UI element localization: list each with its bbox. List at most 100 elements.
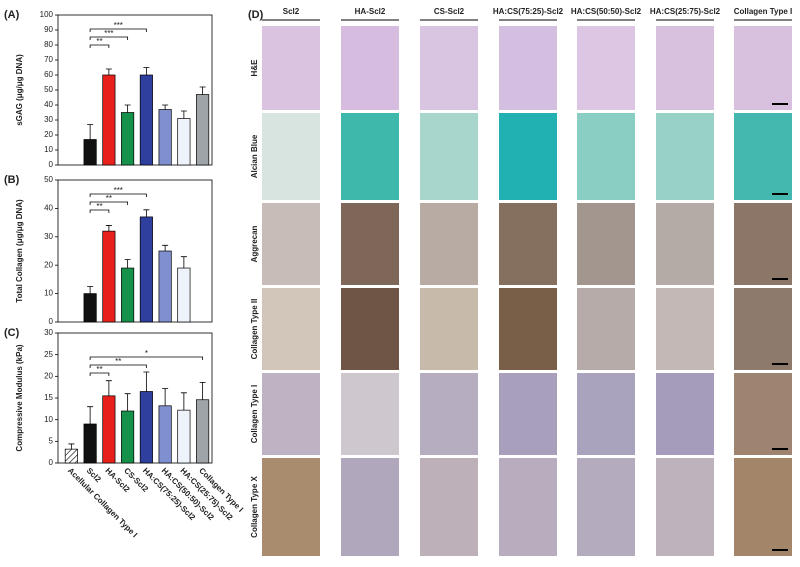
histology-image bbox=[420, 373, 478, 455]
significance-bracket bbox=[89, 44, 110, 48]
row-label: Aggrecan bbox=[250, 225, 259, 262]
bar bbox=[196, 94, 210, 166]
histology-image bbox=[262, 288, 320, 370]
y-tick-label: 50 bbox=[44, 85, 53, 94]
error-bar bbox=[87, 286, 94, 294]
histology-image bbox=[656, 373, 714, 455]
histology-image bbox=[499, 288, 557, 370]
histology-image bbox=[577, 113, 635, 200]
y-tick-label: 40 bbox=[44, 100, 53, 109]
y-tick-label: 20 bbox=[44, 371, 53, 380]
y-tick-label: 30 bbox=[44, 232, 53, 241]
column-header: HA:CS(75:25)-Scl2 bbox=[493, 7, 564, 16]
error-bar bbox=[105, 225, 112, 232]
y-tick-label: 15 bbox=[44, 393, 53, 402]
row-label: Collagen Type I bbox=[250, 385, 259, 444]
histology-image bbox=[734, 458, 792, 556]
bar bbox=[177, 409, 191, 464]
row-label: Collagen Type X bbox=[250, 476, 259, 538]
bar bbox=[121, 267, 135, 323]
histology-image bbox=[341, 203, 399, 285]
y-tick-label: 90 bbox=[44, 25, 53, 34]
y-tick-label: 0 bbox=[49, 160, 54, 169]
y-tick-label: 40 bbox=[44, 204, 53, 213]
y-tick-label: 50 bbox=[44, 175, 53, 184]
histology-image bbox=[577, 203, 635, 285]
y-tick-label: 10 bbox=[44, 415, 53, 424]
row-label: H&E bbox=[250, 59, 259, 77]
histology-image bbox=[734, 203, 792, 285]
significance-label: *** bbox=[114, 186, 123, 195]
histology-image bbox=[656, 203, 714, 285]
error-bar bbox=[180, 110, 187, 119]
column-header: HA:CS(50:50)-Scl2 bbox=[571, 7, 642, 16]
y-tick-label: 5 bbox=[49, 436, 54, 445]
histology-image bbox=[420, 113, 478, 200]
bar bbox=[158, 250, 172, 323]
column-header: HA:CS(25:75)-Scl2 bbox=[650, 7, 721, 16]
error-bar bbox=[199, 382, 206, 400]
significance-bracket bbox=[89, 193, 147, 197]
column-header: CS-Scl2 bbox=[434, 7, 465, 16]
significance-bracket bbox=[89, 201, 129, 205]
bar bbox=[139, 391, 153, 464]
significance-bracket bbox=[89, 36, 129, 40]
histology-image bbox=[341, 458, 399, 556]
significance-label: ** bbox=[115, 357, 121, 366]
histology-image bbox=[499, 203, 557, 285]
bar bbox=[158, 405, 172, 464]
bar bbox=[102, 230, 116, 323]
panel-label: (B) bbox=[4, 174, 20, 186]
error-bar bbox=[105, 68, 112, 75]
y-tick-label: 70 bbox=[44, 55, 53, 64]
y-tick-label: 10 bbox=[44, 145, 53, 154]
y-tick-label: 20 bbox=[44, 130, 53, 139]
significance-label: ** bbox=[106, 194, 112, 203]
bar bbox=[64, 448, 78, 464]
significance-label: ** bbox=[96, 202, 102, 211]
histology-image bbox=[734, 373, 792, 455]
column-header: Scl2 bbox=[283, 7, 300, 16]
y-tick-label: 20 bbox=[44, 260, 53, 269]
bar bbox=[121, 112, 135, 166]
significance-label: *** bbox=[104, 29, 113, 38]
error-bar bbox=[199, 86, 206, 95]
histology-image bbox=[577, 288, 635, 370]
histology-image bbox=[656, 288, 714, 370]
error-bar bbox=[124, 104, 131, 113]
y-tick-label: 100 bbox=[40, 10, 54, 19]
error-bar bbox=[87, 406, 94, 424]
histology-image bbox=[420, 26, 478, 110]
histology-image bbox=[262, 373, 320, 455]
column-header: HA-Scl2 bbox=[355, 7, 386, 16]
y-axis-label: Total Collagen (μg/μg DNA) bbox=[15, 199, 24, 303]
significance-label: ** bbox=[96, 37, 102, 46]
error-bar bbox=[162, 388, 169, 406]
bar bbox=[158, 109, 172, 166]
significance-bracket bbox=[89, 28, 147, 32]
histology-image bbox=[262, 26, 320, 110]
histology-image bbox=[341, 113, 399, 200]
histology-image bbox=[420, 288, 478, 370]
y-tick-label: 0 bbox=[49, 458, 54, 467]
histology-image bbox=[734, 288, 792, 370]
histology-image bbox=[577, 26, 635, 110]
histology-image bbox=[499, 26, 557, 110]
significance-label: ** bbox=[96, 365, 102, 374]
histology-image bbox=[420, 203, 478, 285]
error-bar bbox=[180, 256, 187, 269]
error-bar bbox=[143, 209, 150, 217]
significance-bracket bbox=[89, 372, 110, 376]
histology-image bbox=[734, 26, 792, 110]
bar bbox=[139, 216, 153, 323]
y-tick-label: 10 bbox=[44, 289, 53, 298]
histology-image bbox=[341, 373, 399, 455]
error-bar bbox=[162, 104, 169, 110]
plot-frame bbox=[57, 179, 213, 323]
histology-image bbox=[262, 113, 320, 200]
histology-image bbox=[656, 113, 714, 200]
row-label: Collagen Type II bbox=[250, 299, 259, 360]
histology-image bbox=[262, 458, 320, 556]
